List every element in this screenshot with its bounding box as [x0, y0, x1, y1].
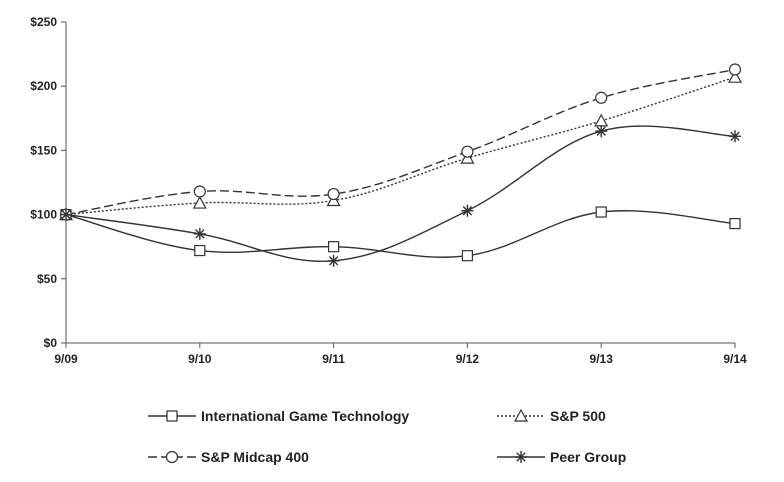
series-sandp-midcap-400	[59, 63, 742, 221]
legend-item: S&P 500	[497, 408, 606, 424]
y-tick-label: $0	[44, 336, 58, 350]
series-sandp-500	[58, 69, 743, 221]
legend-item: S&P Midcap 400	[148, 449, 309, 465]
legend-label: S&P 500	[550, 408, 606, 424]
data-point	[193, 185, 206, 198]
legend-label: Peer Group	[550, 449, 626, 465]
data-point	[194, 244, 206, 257]
data-point	[461, 145, 474, 158]
legend-marker	[515, 451, 527, 463]
data-point	[728, 63, 742, 76]
legend-marker	[166, 410, 178, 422]
x-tick-label: 9/09	[54, 352, 78, 366]
data-point	[192, 195, 207, 209]
data-point	[727, 69, 743, 83]
legend: International Game Technology S&P 500 S&P …	[148, 408, 626, 465]
data-point	[327, 254, 340, 267]
y-tick-label: $200	[30, 79, 57, 93]
x-tick-label: 9/13	[590, 352, 614, 366]
legend-item: Peer Group	[497, 449, 626, 465]
series-line	[65, 68, 736, 216]
legend-marker	[513, 408, 529, 422]
y-tick-label: $150	[30, 143, 57, 157]
data-point	[595, 91, 608, 104]
legend-label: S&P Midcap 400	[201, 449, 309, 465]
series-international-game-technology	[60, 206, 741, 262]
data-point	[461, 204, 474, 217]
axes: $0 $50 $100 $150 $200 $250 9/09 9/10 9/11 9/12 9/1…	[30, 15, 747, 366]
x-tick-label: 9/10	[188, 352, 212, 366]
data-point	[328, 241, 340, 253]
series-line	[65, 125, 736, 263]
series-peer-group	[60, 125, 741, 267]
x-tick-label: 9/12	[456, 352, 480, 366]
data-point	[729, 217, 741, 230]
data-point	[594, 113, 609, 127]
data-point	[60, 208, 72, 221]
x-tick-label: 9/14	[723, 352, 747, 366]
data-point	[193, 227, 206, 240]
y-tick-label: $50	[37, 272, 57, 286]
series-line	[65, 210, 736, 258]
legend-label: International Game Technology	[201, 408, 409, 424]
x-tick-label: 9/11	[322, 352, 345, 366]
legend-marker	[165, 450, 179, 464]
y-tick-label: $250	[30, 15, 57, 29]
data-point	[595, 125, 608, 138]
y-tick-label: $100	[30, 208, 57, 222]
data-point	[595, 206, 607, 218]
data-point	[729, 130, 741, 143]
legend-item: International Game Technology	[148, 408, 409, 424]
series-line	[65, 76, 736, 216]
data-point	[461, 250, 473, 262]
series-lines	[58, 63, 743, 267]
data-point	[327, 187, 340, 201]
